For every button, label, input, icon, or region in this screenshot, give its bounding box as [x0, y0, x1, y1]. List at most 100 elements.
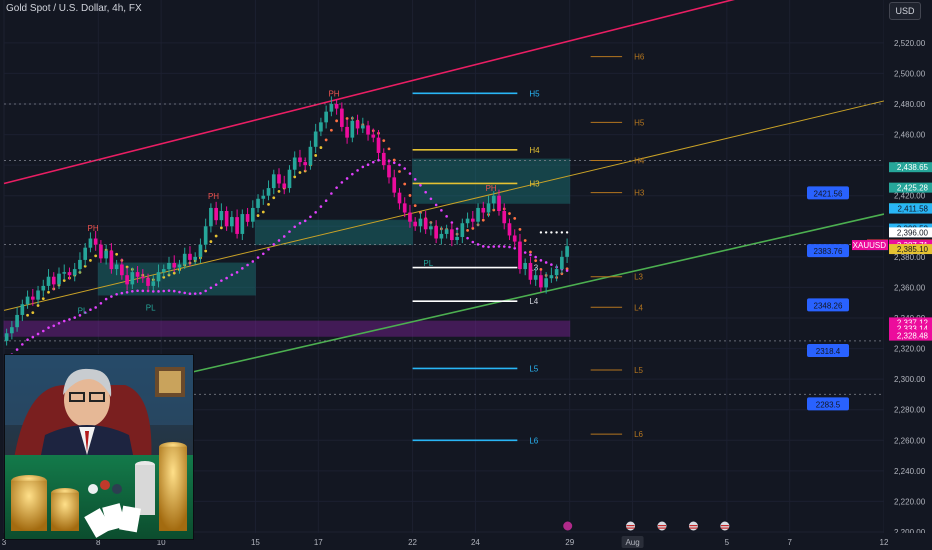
chart-title: Gold Spot / U.S. Dollar, 4h, FX	[6, 3, 142, 14]
price-badge-text: 2,337.12	[897, 318, 929, 327]
pivot-label: L6	[529, 436, 538, 445]
ma-fast-dot	[26, 313, 29, 317]
price-tag-text: XAUUSD	[853, 241, 887, 250]
x-tick-label: 12	[880, 538, 889, 547]
price-badge	[889, 330, 932, 341]
candle-body	[78, 259, 82, 270]
ma-fast-dot	[219, 226, 223, 230]
y-tick-label: 2,320.00	[894, 345, 926, 354]
ma-fast-dot	[329, 128, 333, 132]
ma-slow-dot	[324, 199, 328, 203]
ma-slow-dot	[162, 289, 166, 293]
alert-badge-text: 2383.76	[814, 247, 843, 256]
pivot-label: L5	[529, 364, 538, 373]
y-tick-label: 2,380.00	[894, 253, 926, 262]
ma-slow-dot	[21, 343, 24, 346]
ma-slow-dot	[89, 308, 92, 312]
pivot-label: H3	[529, 179, 540, 188]
ma-slow-dot	[539, 259, 543, 262]
candle-body	[533, 275, 538, 280]
ma-fast-dot	[534, 259, 538, 263]
candle-body	[125, 275, 129, 285]
ma-fast-dot	[466, 228, 469, 232]
ma-slow-dot	[183, 291, 187, 295]
candle-body	[334, 104, 339, 109]
candle-body	[418, 218, 423, 227]
candle-body	[502, 211, 507, 224]
price-badge	[889, 182, 932, 193]
candle-body	[62, 272, 67, 274]
candle-body	[528, 262, 533, 280]
candle-body	[554, 269, 559, 276]
pivot-label: H4	[529, 146, 540, 155]
ma-slow-dot	[282, 235, 286, 238]
flag-stripe	[689, 525, 698, 527]
ma-slow-dot	[131, 289, 134, 293]
price-badge	[889, 227, 932, 238]
price-badge	[889, 317, 932, 328]
x-axis-bg	[0, 533, 932, 550]
ma-slow-dot	[172, 289, 176, 293]
ma-fast-dot	[293, 175, 297, 179]
ma-slow-dot	[466, 236, 469, 240]
y-tick-label: 2,480.00	[894, 100, 926, 109]
ma-white-dot	[560, 231, 564, 234]
candle-body	[99, 244, 103, 259]
candle-body	[120, 264, 124, 276]
ma-fast-dot	[539, 267, 543, 271]
swing-label: PH	[87, 224, 98, 233]
ma-slow-dot	[199, 291, 202, 295]
y-tick-label: 2,200.00	[894, 528, 926, 537]
ma-slow-dot	[371, 160, 375, 164]
ma-fast-dot	[41, 297, 45, 301]
x-tick-label: 17	[314, 538, 323, 547]
ma-fast-dot	[392, 158, 396, 162]
casino-photo	[4, 354, 194, 540]
currency-button[interactable]: USD	[889, 2, 921, 20]
candle-body	[512, 235, 517, 242]
ma-slow-dot	[356, 169, 359, 172]
ma-fast-dot	[319, 146, 323, 149]
alert-badge-text: 2283.5	[816, 400, 841, 409]
candle-body	[470, 218, 475, 222]
swing-label: PH	[208, 192, 219, 201]
price-tag-badge	[852, 240, 888, 251]
pivot-label: L3	[634, 273, 643, 282]
candle-body	[366, 125, 370, 135]
ma-slow-dot	[445, 215, 448, 218]
candle-body	[381, 152, 386, 166]
pivot-label: H3	[634, 189, 645, 198]
ma-slow-dot	[47, 326, 50, 329]
candle-body	[539, 275, 543, 288]
alert-badge-text: 2318.4	[816, 347, 841, 356]
y-tick-label: 2,420.00	[894, 192, 926, 201]
candle-body	[507, 223, 512, 236]
ma-slow-dot	[178, 290, 181, 294]
candle-body	[345, 126, 349, 138]
ma-slow-dot	[502, 245, 506, 248]
lightning-event-icon	[562, 520, 574, 532]
candle-body	[36, 290, 40, 300]
ma-slow-dot	[424, 190, 427, 194]
ma-slow-dot	[508, 245, 511, 249]
candle-body	[408, 212, 412, 222]
ma-slow-dot	[429, 197, 433, 201]
candle-body	[93, 238, 98, 245]
candle-body	[282, 183, 287, 189]
price-badge-text: 2,438.65	[897, 163, 929, 172]
candle-body	[198, 244, 203, 257]
candle-body	[25, 296, 30, 305]
ma-slow-dot	[366, 163, 370, 167]
x-tick-label: 22	[408, 538, 417, 547]
candle-body	[303, 162, 308, 166]
y-axis: 2,200.00 2,220.00 2,240.00 2,260.00 2,280.00…	[884, 0, 932, 550]
dotted-levels	[4, 103, 884, 395]
alert-badge	[807, 298, 849, 312]
ma-fast-dot	[492, 208, 496, 212]
ma-slow-dot	[204, 289, 207, 293]
pivot-levels: H6 H5 H4 H3 L3 L4 L5 L6 H6 H5 H4 H3 L3 L4 L5 L6	[412, 0, 645, 445]
x-tick-label: 3	[2, 538, 7, 547]
ma-slow-dot	[235, 271, 239, 274]
ma-slow-dot	[288, 230, 291, 233]
